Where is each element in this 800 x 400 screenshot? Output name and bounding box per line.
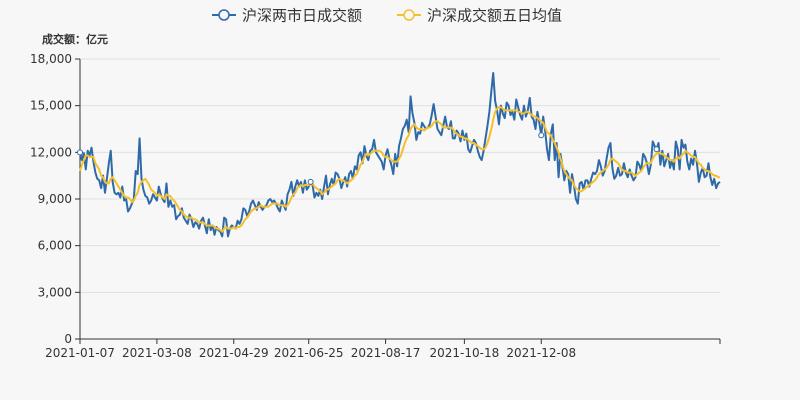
series-layer <box>77 72 721 238</box>
y-tick-label: 9,000 <box>38 192 72 206</box>
legend-label-daily-turnover: 沪深两市日成交额 <box>242 7 362 25</box>
y-tick-label: 18,000 <box>30 52 72 66</box>
y-axis: 0 3,000 6,000 9,000 12,000 15,000 18,000 <box>30 52 81 346</box>
x-axis: 2021-01-07 2021-03-08 2021-04-29 2021-06-25… <box>45 338 721 360</box>
y-tick-label: 3,000 <box>38 285 72 299</box>
y-tick-label: 12,000 <box>30 145 72 159</box>
data-point-daily-turnover[interactable] <box>307 178 314 185</box>
x-tick-label: 2021-12-08 <box>506 346 576 360</box>
legend-marker-five-day-average <box>403 9 415 21</box>
series-line-daily-turnover[interactable] <box>79 72 721 238</box>
x-tick-label: 2021-03-08 <box>122 346 192 360</box>
legend[interactable]: 沪深两市日成交额 沪深成交额五日均值 <box>212 7 562 25</box>
x-tick-label: 2021-01-07 <box>45 346 115 360</box>
legend-label-five-day-average: 沪深成交额五日均值 <box>427 7 562 25</box>
x-tick-label: 2021-04-29 <box>199 346 269 360</box>
y-tick-label: 15,000 <box>30 99 72 113</box>
data-point-daily-turnover[interactable] <box>538 132 545 139</box>
legend-marker-daily-turnover <box>218 9 230 21</box>
legend-item-daily-turnover[interactable]: 沪深两市日成交额 <box>212 7 362 25</box>
data-point-daily-turnover[interactable] <box>653 146 660 153</box>
legend-item-five-day-average[interactable]: 沪深成交额五日均值 <box>397 7 562 25</box>
data-point-daily-turnover[interactable] <box>77 149 83 156</box>
series-line-five-day-average[interactable] <box>79 106 720 233</box>
x-tick-label: 2021-06-25 <box>274 346 344 360</box>
x-tick-label: 2021-08-17 <box>351 346 421 360</box>
x-tick-label: 2021-10-18 <box>430 346 500 360</box>
grid <box>80 58 720 293</box>
y-axis-unit-label: 成交额：亿元 <box>42 32 108 46</box>
y-tick-label: 0 <box>64 332 72 346</box>
y-tick-label: 6,000 <box>38 239 72 253</box>
